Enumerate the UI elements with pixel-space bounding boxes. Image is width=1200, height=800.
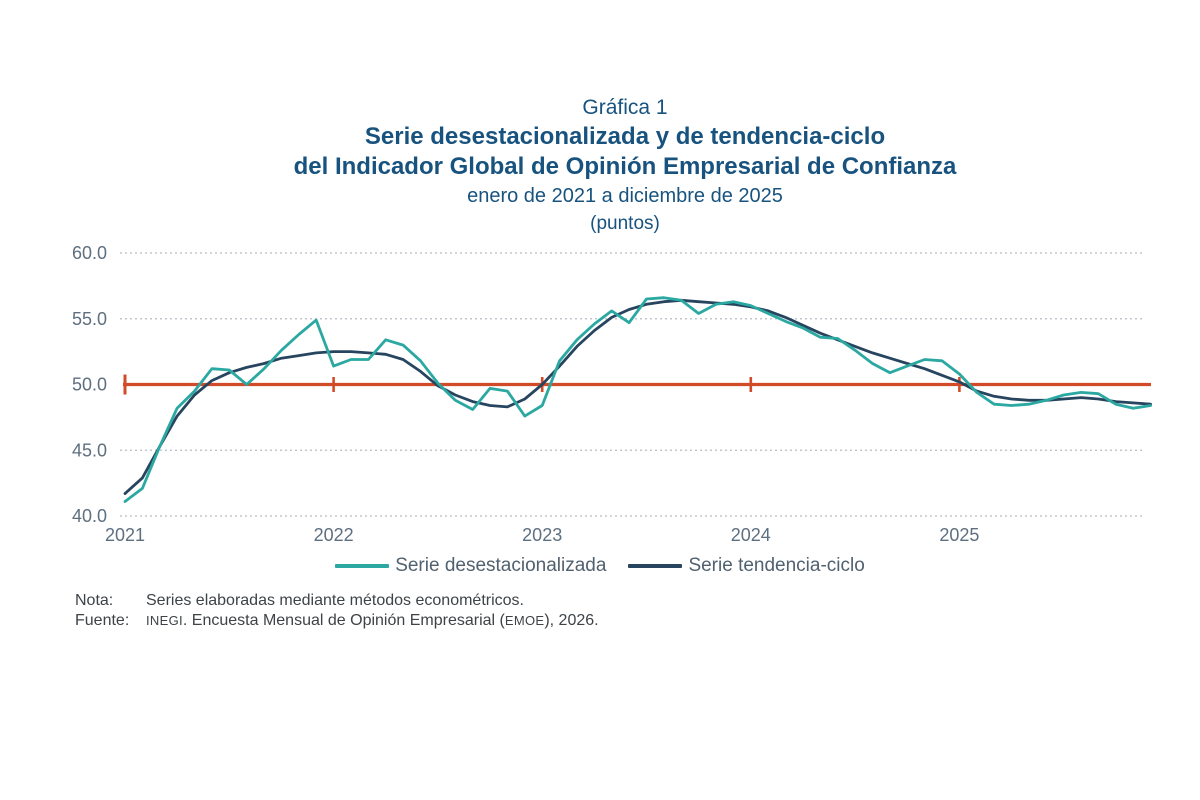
x-tick-2024: 2024 xyxy=(731,525,771,545)
x-tick-2023: 2023 xyxy=(522,525,562,545)
title-block: Gráfica 1 Serie desestacionalizada y de … xyxy=(30,93,1200,236)
legend-item-desestacionalizada: Serie desestacionalizada xyxy=(335,555,606,577)
series-tendencia-ciclo-line xyxy=(123,298,1152,496)
nota-row: Nota: Series elaboradas mediante métodos… xyxy=(75,591,599,611)
y-tick-55: 55.0 xyxy=(72,309,107,329)
x-tick-2022: 2022 xyxy=(314,525,354,545)
x-axis-labels: 2021 2022 2023 2024 2025 xyxy=(105,525,979,545)
y-tick-40: 40.0 xyxy=(72,506,107,526)
fuente-mid: . Encuesta Mensual de Opinión Empresaria… xyxy=(182,612,505,629)
series-desestacionalizada-line xyxy=(123,296,1152,503)
navy-line-swatch-icon xyxy=(628,564,683,568)
legend-label-desestacionalizada: Serie desestacionalizada xyxy=(395,555,607,576)
nota-label: Nota: xyxy=(75,592,114,609)
fuente-org: INEGI xyxy=(146,613,183,628)
chart-subtitle: enero de 2021 a diciembre de 2025 xyxy=(467,185,783,207)
legend-label-tendencia-ciclo: Serie tendencia-ciclo xyxy=(688,555,865,576)
x-tick-2021: 2021 xyxy=(105,525,145,545)
y-tick-45: 45.0 xyxy=(72,440,107,460)
fuente-acronym: EMOE xyxy=(504,613,545,628)
chart-units: (puntos) xyxy=(590,213,660,234)
line-chart: 60.0 55.0 50.0 45.0 40.0 2021 2022 2023 … xyxy=(72,243,1152,545)
fuente-label: Fuente: xyxy=(75,612,130,629)
y-tick-60: 60.0 xyxy=(72,243,107,263)
y-tick-50: 50.0 xyxy=(72,375,107,395)
footnotes: Nota: Series elaboradas mediante métodos… xyxy=(75,591,599,631)
legend-item-tendencia-ciclo: Serie tendencia-ciclo xyxy=(628,555,865,577)
reference-line-50 xyxy=(123,374,1151,395)
chart-title-line1: Serie desestacionalizada y de tendencia-… xyxy=(364,123,886,150)
y-axis-labels: 60.0 55.0 50.0 45.0 40.0 xyxy=(72,243,107,526)
fuente-text: INEGI. Encuesta Mensual de Opinión Empre… xyxy=(146,611,599,631)
fuente-row: Fuente: INEGI. Encuesta Mensual de Opini… xyxy=(75,611,599,631)
teal-line-swatch-icon xyxy=(335,564,390,568)
nota-text: Series elaboradas mediante métodos econo… xyxy=(146,592,524,609)
x-tick-2025: 2025 xyxy=(939,525,979,545)
chart-title-line2: del Indicador Global de Opinión Empresar… xyxy=(293,153,957,180)
chart-number: Gráfica 1 xyxy=(582,96,668,119)
chart-legend: Serie desestacionalizada Serie tendencia… xyxy=(0,553,1200,579)
fuente-end: ), 2026. xyxy=(544,612,599,629)
